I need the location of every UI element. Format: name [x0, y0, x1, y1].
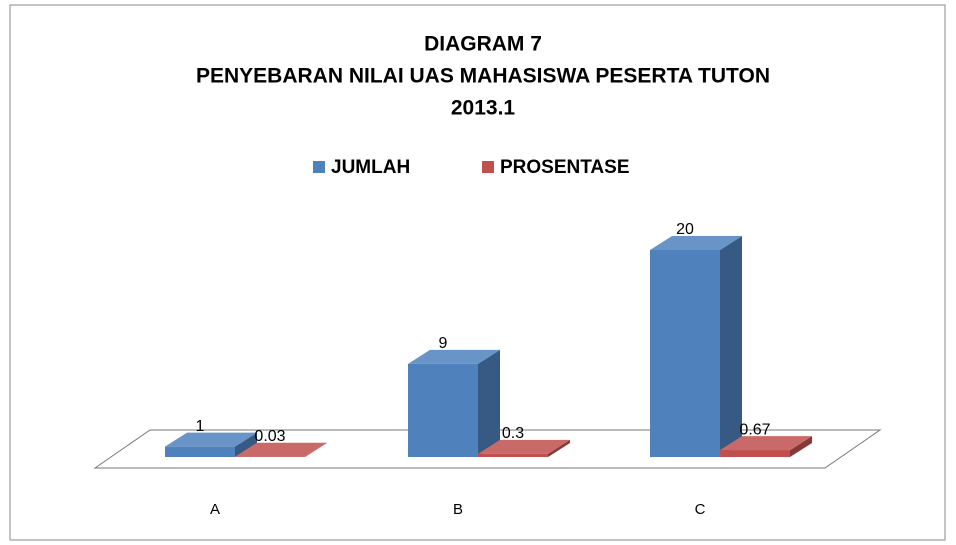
legend-label: JUMLAH	[331, 157, 410, 178]
bar-side	[305, 442, 327, 457]
bar	[165, 446, 235, 457]
data-label: 1	[196, 418, 205, 435]
data-label: 0.03	[254, 428, 285, 445]
legend-swatch	[482, 161, 494, 173]
x-tick-label: A	[210, 501, 220, 518]
bar-side	[235, 432, 257, 457]
legend-label: PROSENTASE	[500, 157, 630, 178]
data-label: 9	[439, 335, 448, 352]
bar	[650, 250, 720, 457]
bar-side	[720, 236, 742, 457]
chart-title: DIAGRAM 7	[424, 33, 542, 56]
bar	[408, 363, 478, 457]
chart-title: 2013.1	[451, 97, 516, 120]
bar-side	[790, 436, 812, 457]
data-label: 20	[676, 221, 694, 238]
bar-top	[408, 349, 500, 364]
bar-side	[548, 439, 570, 457]
bar	[478, 453, 548, 457]
bar-top	[235, 442, 327, 457]
data-label: 0.3	[502, 425, 524, 442]
bar-top	[165, 432, 257, 447]
bar-side	[478, 349, 500, 457]
bar-top	[650, 236, 742, 250]
x-tick-label: C	[695, 501, 706, 518]
bar	[720, 450, 790, 457]
bar-top	[478, 439, 570, 454]
chart-title: PENYEBARAN NILAI UAS MAHASISWA PESERTA T…	[196, 65, 770, 88]
data-label: 0.67	[739, 421, 770, 438]
x-tick-label: B	[453, 501, 463, 518]
legend-swatch	[313, 161, 325, 173]
bar-top	[720, 436, 812, 451]
